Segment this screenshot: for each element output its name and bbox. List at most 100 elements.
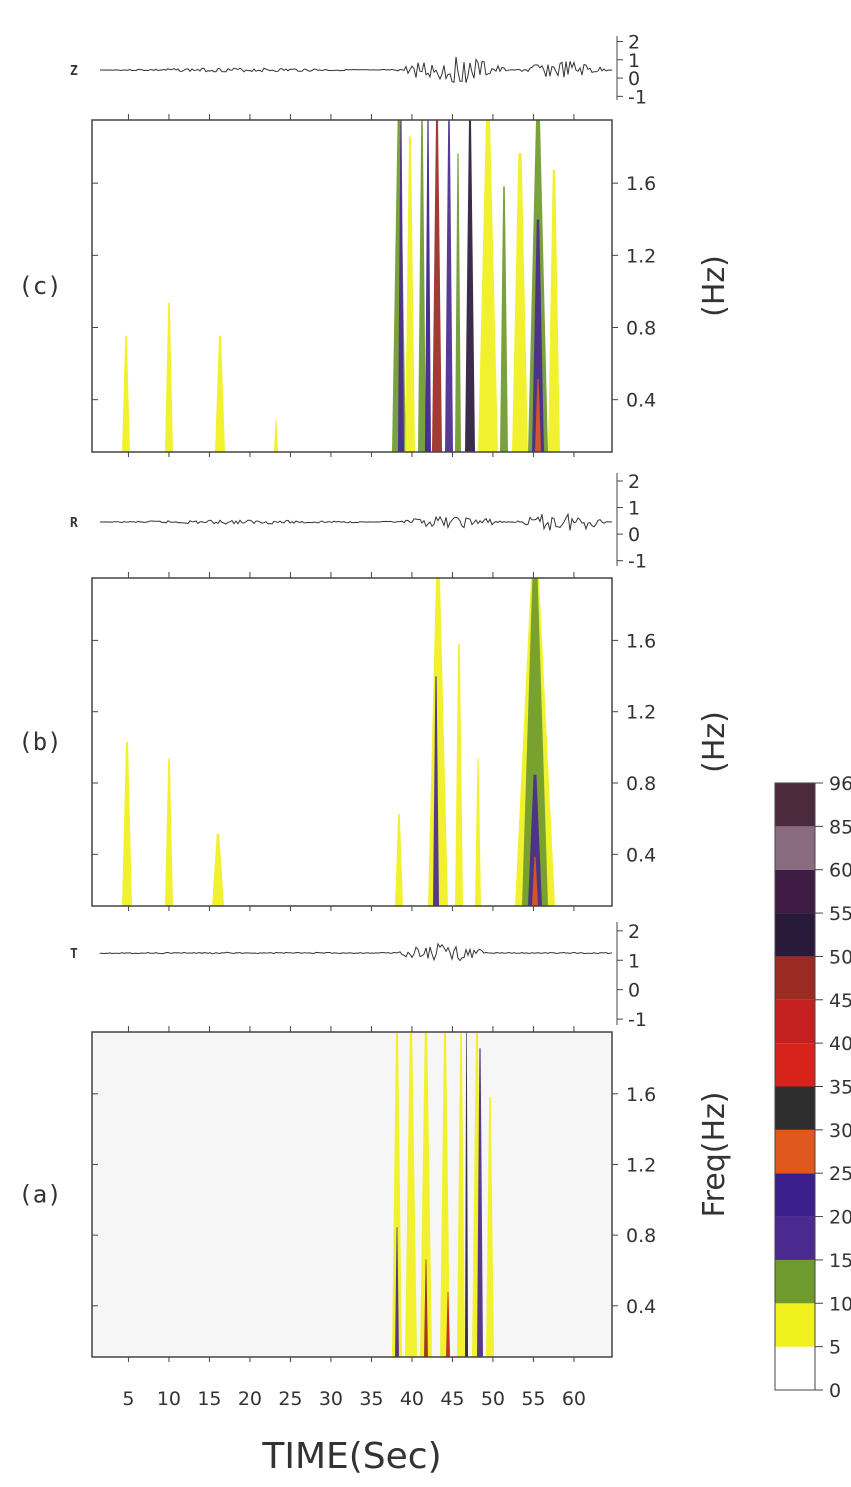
colorbar-swatch — [775, 1303, 815, 1347]
trace-tick-label: 2 — [628, 31, 640, 53]
trace-tick-label: 1 — [628, 50, 640, 72]
spectral-energy — [428, 578, 448, 906]
spectral-energy — [433, 676, 439, 906]
colorbar-label: 50 — [829, 946, 851, 968]
colorbar-label: 10 — [829, 1293, 851, 1315]
spectral-energy — [440, 1032, 450, 1357]
colorbar-swatch — [775, 1216, 815, 1260]
colorbar-swatch — [775, 1086, 815, 1130]
spectral-energy — [465, 120, 475, 452]
spectral-energy — [465, 1032, 468, 1357]
colorbar-label: 45 — [829, 990, 851, 1012]
spectral-energy — [392, 1032, 402, 1357]
x-tick-label: 35 — [359, 1388, 383, 1410]
y-tick-label: 0.8 — [626, 318, 656, 340]
waveform — [99, 942, 613, 962]
colorbar-label: 0 — [829, 1380, 841, 1402]
spectral-energy — [512, 153, 528, 452]
y-tick-label: 0.4 — [626, 1296, 656, 1318]
colorbar-label: 25 — [829, 1163, 851, 1185]
x-tick-label: 5 — [122, 1388, 134, 1410]
spectral-energy — [395, 1227, 399, 1357]
plot-frame — [91, 119, 613, 453]
trace-tick-label: 2 — [628, 471, 640, 493]
spectral-energy — [165, 302, 173, 452]
colorbar-swatch — [775, 956, 815, 1000]
x-tick-label: 25 — [278, 1388, 302, 1410]
spectral-energy — [475, 758, 481, 906]
panel-label: (c) — [18, 272, 61, 300]
x-tick-label: 30 — [319, 1388, 343, 1410]
trace-tick-label: -1 — [628, 1009, 647, 1031]
trace-tick-label: -1 — [628, 551, 647, 573]
x-tick-label: 40 — [400, 1388, 424, 1410]
y-tick-label: 1.6 — [626, 630, 656, 652]
spectral-energy — [424, 1259, 428, 1357]
plot-background — [92, 1032, 612, 1357]
spectral-energy — [446, 1292, 450, 1357]
colorbar-swatch — [775, 1173, 815, 1217]
trace-label: Z — [70, 64, 78, 79]
waveform — [100, 512, 613, 531]
x-tick-label: 55 — [521, 1388, 545, 1410]
colorbar-swatch — [775, 1043, 815, 1087]
spectral-energy — [398, 120, 404, 452]
panel-label: (b) — [18, 728, 61, 756]
colorbar-label: 60 — [829, 860, 851, 882]
trace-tick-label: 0 — [628, 524, 640, 546]
y-tick-label: 1.6 — [626, 1084, 656, 1106]
spectral-energy — [122, 742, 132, 906]
trace-tick-label: 0 — [628, 68, 640, 90]
x-axis-label: TIME(Sec) — [261, 1436, 441, 1477]
spectral-energy — [274, 418, 278, 452]
panel-label: (a) — [18, 1181, 61, 1209]
x-tick-label: 20 — [238, 1388, 262, 1410]
trace-tick-label: -1 — [628, 86, 647, 108]
spectral-energy — [500, 186, 508, 452]
colorbar-swatch — [775, 826, 815, 870]
trace-label: R — [70, 516, 78, 531]
colorbar-label: 5 — [829, 1337, 841, 1359]
colorbar-swatch — [775, 1129, 815, 1174]
trace-label: T — [70, 947, 78, 962]
colorbar-label: 20 — [829, 1207, 851, 1229]
spectral-energy — [478, 120, 498, 452]
plot-frame — [91, 1031, 613, 1358]
trace-tick-label: 1 — [628, 950, 640, 972]
y-tick-label: 0.4 — [626, 390, 656, 412]
spectral-energy — [215, 335, 225, 452]
y-tick-label: 1.2 — [626, 702, 656, 724]
colorbar-swatch — [775, 913, 815, 957]
y-tick-label: 1.6 — [626, 173, 656, 195]
colorbar-swatch — [775, 869, 815, 914]
colorbar-swatch — [775, 783, 815, 827]
spectral-energy — [477, 1048, 483, 1357]
y-axis-label: (Hz) — [697, 711, 732, 773]
spectral-energy — [486, 1097, 494, 1357]
spectral-energy — [212, 833, 224, 906]
spectral-energy — [405, 1032, 417, 1357]
spectral-energy — [420, 1032, 432, 1357]
spectral-energy — [445, 120, 453, 452]
spectral-energy — [418, 120, 426, 452]
plot-frame — [91, 577, 613, 907]
y-tick-label: 1.2 — [626, 1154, 656, 1176]
colorbar-swatch — [775, 1259, 815, 1304]
y-tick-label: 1.2 — [626, 245, 656, 267]
y-tick-label: 0.8 — [626, 773, 656, 795]
spectral-energy — [405, 136, 415, 452]
spectral-energy — [122, 335, 130, 452]
spectral-energy — [455, 153, 461, 452]
spectral-energy — [532, 219, 544, 452]
x-tick-label: 45 — [440, 1388, 464, 1410]
spectral-energy — [395, 814, 403, 906]
x-tick-label: 50 — [481, 1388, 505, 1410]
trace-tick-label: 0 — [628, 980, 640, 1002]
y-tick-label: 0.8 — [626, 1225, 656, 1247]
colorbar-swatch — [775, 1346, 815, 1390]
y-axis-label: (Hz) — [697, 255, 732, 317]
spectral-energy — [425, 120, 431, 452]
colorbar-label: 85 — [829, 816, 851, 838]
colorbar-label: 30 — [829, 1120, 851, 1142]
